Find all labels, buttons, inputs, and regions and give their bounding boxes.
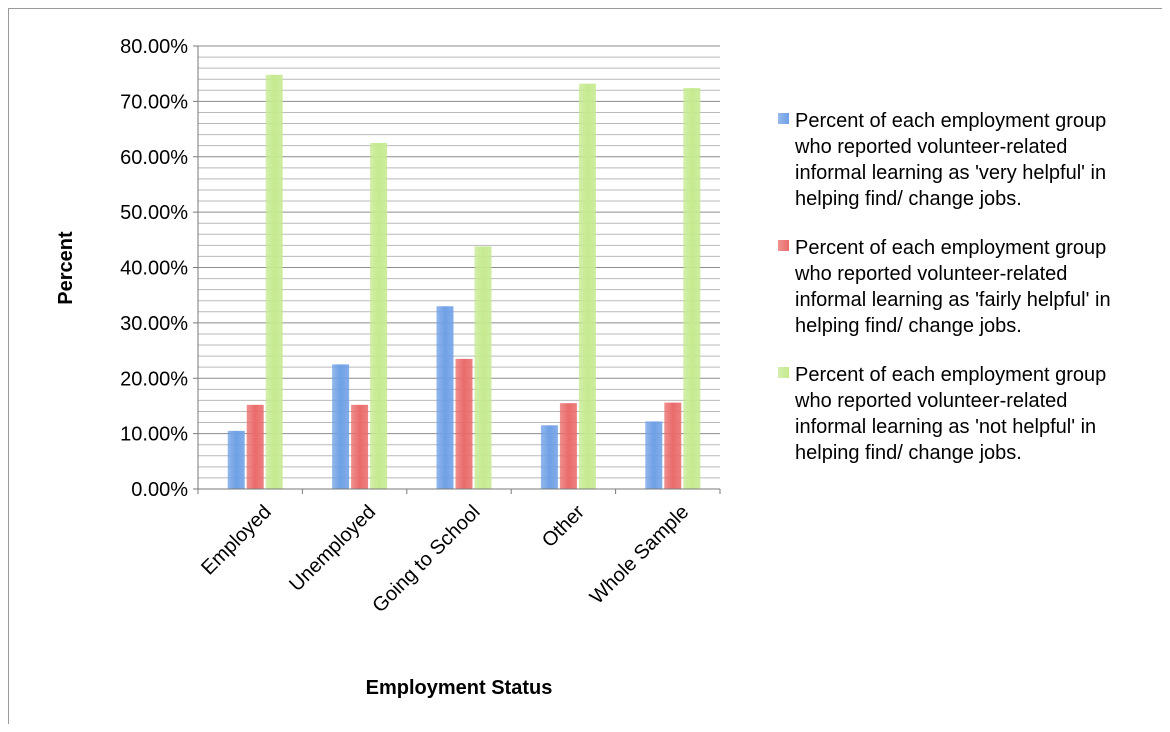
bar-0-series-2	[265, 74, 283, 490]
bar-1-series-2	[370, 142, 388, 489]
y-axis-title: Percent	[55, 231, 77, 305]
legend-label-not-helpful: Percent of each employment group who rep…	[795, 364, 1107, 464]
y-tick-label: 50.00%	[120, 202, 188, 224]
bar-3-series-1	[559, 403, 577, 489]
bar-4-series-0	[645, 421, 663, 489]
bar-3-series-2	[578, 83, 596, 489]
x-axis-title: Employment Status	[366, 677, 553, 699]
y-tick-label: 10.00%	[120, 424, 188, 446]
bar-0-series-0	[227, 430, 245, 489]
x-tick-label: Other	[538, 501, 589, 552]
y-tick-label: 20.00%	[120, 368, 188, 390]
x-tick-label: Whole Sample	[586, 501, 694, 609]
bar-1-series-0	[332, 364, 350, 489]
y-tick-label: 70.00%	[120, 91, 188, 113]
legend-swatch-fairly-helpful	[778, 240, 789, 251]
bar-chart: 0.00% 10.00% 20.00% 30.00% 40.00% 50.00% 60.00…	[55, 36, 721, 699]
y-tick-labels: 0.00% 10.00% 20.00% 30.00% 40.00% 50.00% 60.00…	[120, 36, 188, 501]
bar-2-series-0	[436, 306, 454, 489]
y-tick-label: 60.00%	[120, 147, 188, 169]
legend-label-fairly-helpful: Percent of each employment group who rep…	[795, 237, 1111, 337]
bar-4-series-1	[664, 402, 682, 489]
legend: Percent of each employment group who rep…	[778, 108, 1138, 489]
bar-2-series-1	[455, 358, 473, 489]
legend-swatch-very-helpful	[778, 113, 789, 124]
y-tick-label: 30.00%	[120, 313, 188, 335]
bars	[227, 74, 701, 490]
x-tick-label: Unemployed	[285, 501, 380, 596]
bar-4-series-2	[683, 88, 701, 490]
x-tick-label: Employed	[197, 501, 275, 579]
bar-1-series-1	[351, 404, 369, 489]
legend-label-very-helpful: Percent of each employment group who rep…	[795, 110, 1107, 210]
y-tick-label: 40.00%	[120, 258, 188, 280]
y-tick-label: 0.00%	[131, 479, 188, 501]
axes	[193, 45, 721, 494]
bar-0-series-1	[246, 404, 264, 489]
bar-3-series-0	[540, 425, 558, 489]
x-tick-label: Going to School	[368, 501, 484, 617]
legend-item-not-helpful: Percent of each employment group who rep…	[778, 362, 1138, 466]
y-tick-label: 80.00%	[120, 36, 188, 58]
bar-2-series-2	[474, 246, 492, 489]
legend-item-fairly-helpful: Percent of each employment group who rep…	[778, 235, 1138, 339]
legend-item-very-helpful: Percent of each employment group who rep…	[778, 108, 1138, 212]
legend-swatch-not-helpful	[778, 367, 789, 378]
